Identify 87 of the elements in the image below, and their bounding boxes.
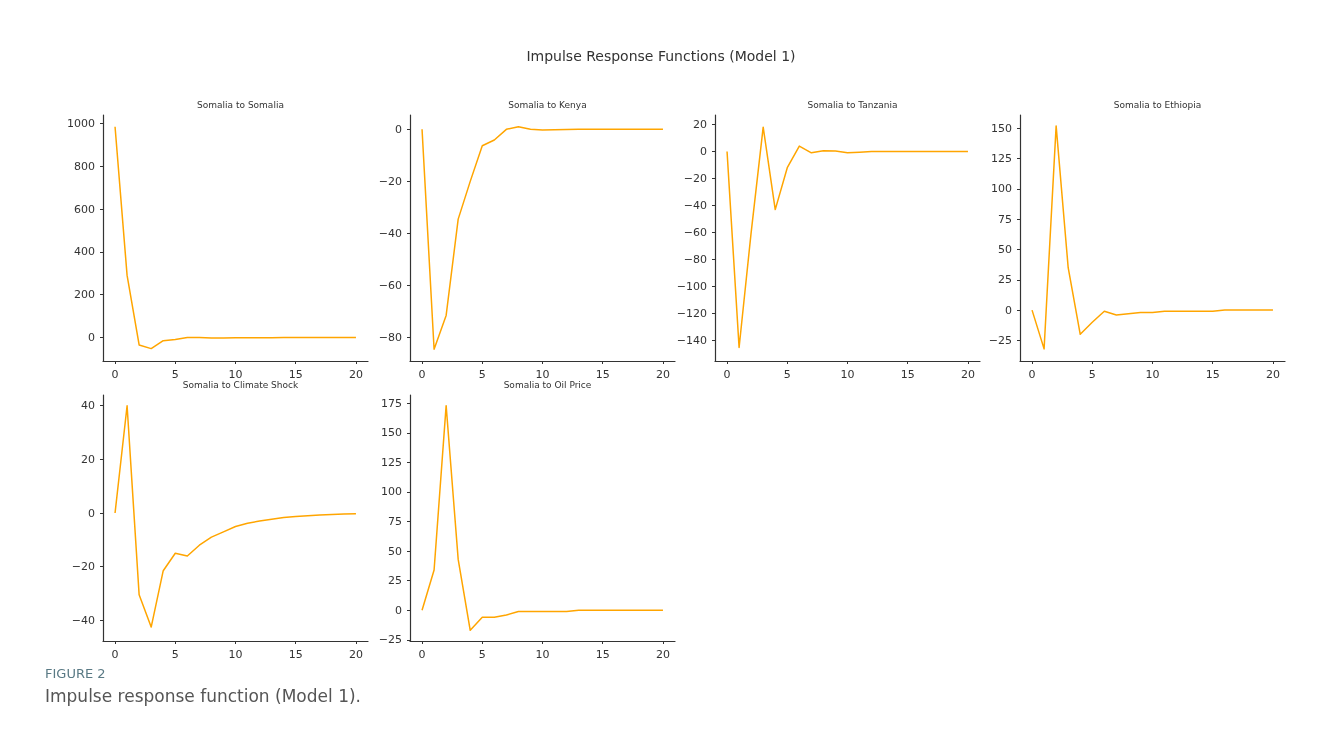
y-tick-label: 75 xyxy=(388,515,402,529)
y-tick-label: 150 xyxy=(991,121,1012,135)
y-tick-label: −60 xyxy=(378,279,402,293)
x-tick-label: 10 xyxy=(535,368,550,381)
x-tick-label: 10 xyxy=(228,368,243,381)
x-tick-label: 5 xyxy=(783,368,791,381)
y-tick-label: 175 xyxy=(381,396,402,410)
line-series xyxy=(421,125,664,351)
text: Impulse response function (Model 1). xyxy=(45,686,361,706)
x-tick-label: 15 xyxy=(1205,368,1220,381)
line-series xyxy=(421,404,664,632)
x-tick-label: 0 xyxy=(418,648,426,661)
y-tick-label: 200 xyxy=(74,288,95,302)
y-tick-label: 40 xyxy=(81,399,95,413)
y-tick-label: 150 xyxy=(381,426,402,440)
line-series xyxy=(1031,125,1274,350)
y-tick-label: 0 xyxy=(395,603,402,617)
chart-title: Somalia to Tanzania xyxy=(807,99,898,110)
x-tick-label: 20 xyxy=(348,648,363,661)
y-tick-label: 50 xyxy=(388,544,402,558)
x-tick-label: 20 xyxy=(348,368,363,381)
y-tick-label: 800 xyxy=(74,159,95,173)
y-tick-label: 20 xyxy=(81,452,95,466)
chart-title: Somalia to Climate Shock xyxy=(182,379,299,390)
y-tick-label: 0 xyxy=(88,330,95,344)
y-tick-label: 125 xyxy=(991,152,1012,166)
x-tick-label: 5 xyxy=(1088,368,1096,381)
y-tick-label: 100 xyxy=(991,182,1012,196)
x-tick-label: 15 xyxy=(288,648,303,661)
y-tick-label: 400 xyxy=(74,245,95,259)
caption: FIGURE 2 xyxy=(45,666,106,681)
chart-title: Somalia to Oil Price xyxy=(503,379,592,390)
y-tick-label: −20 xyxy=(683,172,707,186)
x-tick-label: 15 xyxy=(288,368,303,381)
y-tick-label: 600 xyxy=(74,202,95,216)
x-tick-label: 15 xyxy=(900,368,915,381)
x-tick-label: 0 xyxy=(723,368,731,381)
y-tick-label: 0 xyxy=(395,122,402,136)
y-tick-label: −120 xyxy=(676,307,707,321)
y-tick-label: 25 xyxy=(998,273,1012,287)
line-series xyxy=(114,126,357,350)
y-tick-label: 0 xyxy=(1005,303,1012,317)
chart-title: Somalia to Kenya xyxy=(508,99,587,110)
text: Impulse Response Functions (Model 1) xyxy=(525,48,797,64)
x-tick-label: 0 xyxy=(111,368,119,381)
x-tick-label: 10 xyxy=(535,648,550,661)
y-tick-label: 0 xyxy=(88,506,95,520)
y-tick-label: −20 xyxy=(378,174,402,188)
line-series xyxy=(114,404,357,628)
x-tick-label: 10 xyxy=(228,648,243,661)
x-tick-label: 5 xyxy=(478,368,486,381)
x-tick-label: 20 xyxy=(1265,368,1280,381)
line-series xyxy=(726,126,969,349)
y-tick-label: 0 xyxy=(700,144,707,158)
x-tick-label: 0 xyxy=(111,648,119,661)
x-tick-label: 15 xyxy=(595,648,610,661)
x-tick-label: 15 xyxy=(595,368,610,381)
chart-title: Somalia to Ethiopia xyxy=(1113,99,1202,110)
y-tick-label: 100 xyxy=(381,485,402,499)
x-tick-label: 20 xyxy=(655,368,670,381)
x-tick-label: 5 xyxy=(171,648,179,661)
y-tick-label: −80 xyxy=(683,253,707,267)
x-tick-label: 10 xyxy=(840,368,855,381)
y-tick-label: −60 xyxy=(683,226,707,240)
chart-title: Somalia to Somalia xyxy=(197,99,284,110)
y-tick-label: −25 xyxy=(988,333,1012,347)
x-tick-label: 0 xyxy=(418,368,426,381)
x-tick-label: 5 xyxy=(478,648,486,661)
x-tick-label: 10 xyxy=(1145,368,1160,381)
y-tick-label: −40 xyxy=(683,199,707,213)
y-tick-label: −40 xyxy=(378,226,402,240)
y-tick-label: −25 xyxy=(378,633,402,647)
y-tick-label: 50 xyxy=(998,243,1012,257)
y-tick-label: 25 xyxy=(388,574,402,588)
x-tick-label: 5 xyxy=(171,368,179,381)
y-tick-label: −140 xyxy=(676,334,707,348)
x-tick-label: 0 xyxy=(1028,368,1036,381)
y-tick-label: 125 xyxy=(381,455,402,469)
y-tick-label: 1000 xyxy=(67,117,95,131)
x-tick-label: 20 xyxy=(960,368,975,381)
y-tick-label: −100 xyxy=(676,280,707,294)
y-tick-label: −80 xyxy=(378,331,402,345)
y-tick-label: −40 xyxy=(71,613,95,627)
y-tick-label: −20 xyxy=(71,560,95,574)
x-tick-label: 20 xyxy=(655,648,670,661)
y-tick-label: 20 xyxy=(693,117,707,131)
y-tick-label: 75 xyxy=(998,212,1012,226)
